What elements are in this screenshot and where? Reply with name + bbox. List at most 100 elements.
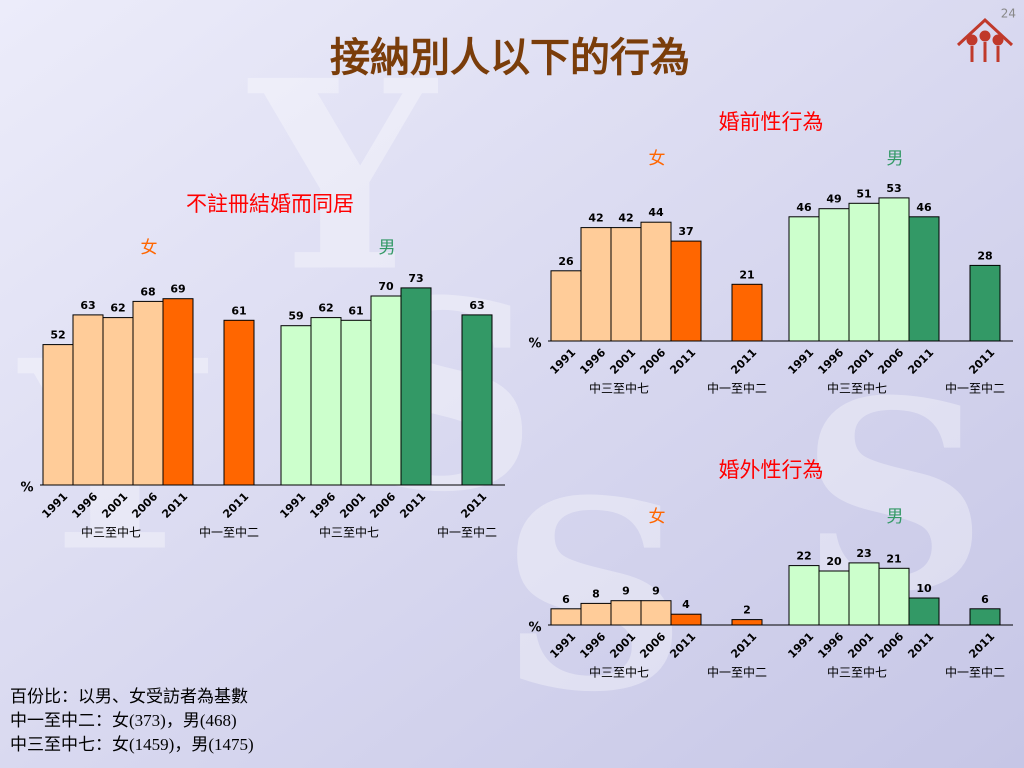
bar: [788, 216, 820, 342]
category-group: 中三至中七: [81, 525, 141, 540]
value-label: 22: [796, 550, 811, 563]
bar: [461, 314, 493, 486]
value-label: 61: [348, 304, 363, 317]
bar: [731, 619, 763, 626]
bar: [72, 314, 104, 486]
value-label: 2: [743, 604, 751, 617]
chart-title: 婚前性行為: [719, 110, 824, 134]
gender-label: 女: [649, 149, 666, 169]
value-label: 70: [378, 280, 394, 293]
chart-title: 婚外性行為: [719, 458, 824, 482]
bar: [908, 216, 940, 342]
bar: [818, 570, 850, 626]
y-axis-label: %: [528, 337, 541, 352]
value-label: 21: [739, 268, 754, 281]
footnote: 百份比：以男、女受訪者為基數: [10, 687, 248, 706]
bar: [400, 287, 432, 486]
value-label: 37: [678, 225, 693, 238]
value-label: 68: [140, 285, 155, 298]
bar: [580, 227, 612, 342]
bar: [731, 283, 763, 342]
svg-text:Y: Y: [246, 24, 441, 329]
gender-label: 男: [887, 149, 904, 169]
bar: [670, 613, 702, 626]
gender-label: 女: [649, 507, 666, 527]
category-group: 中三至中七: [589, 665, 649, 680]
value-label: 9: [622, 585, 630, 598]
bar: [223, 319, 255, 486]
value-label: 63: [80, 299, 95, 312]
value-label: 6: [981, 593, 989, 606]
value-label: 52: [50, 329, 65, 342]
value-label: 4: [682, 598, 690, 611]
bar: [280, 325, 312, 486]
value-label: 8: [592, 587, 600, 600]
bar: [580, 602, 612, 626]
bar: [340, 319, 372, 486]
value-label: 44: [648, 206, 664, 219]
value-label: 73: [408, 272, 423, 285]
value-label: 62: [110, 302, 125, 315]
bar: [102, 317, 134, 486]
category-group: 中一至中二: [707, 381, 767, 396]
value-label: 26: [558, 255, 574, 268]
value-label: 53: [886, 182, 901, 195]
bar: [610, 227, 642, 342]
value-label: 23: [856, 547, 871, 560]
value-label: 59: [288, 310, 303, 323]
page-number: 24: [1001, 7, 1016, 21]
value-label: 63: [469, 299, 484, 312]
value-label: 42: [588, 212, 603, 225]
value-label: 9: [652, 585, 660, 598]
value-label: 69: [170, 283, 185, 296]
bar: [132, 300, 164, 486]
footnote: 中三至中七：女(1459)，男(1475): [10, 735, 254, 754]
category-group: 中三至中七: [827, 381, 887, 396]
value-label: 51: [856, 187, 871, 200]
bar: [908, 597, 940, 626]
logo: [956, 17, 1014, 62]
category-group: 中一至中二: [199, 525, 259, 540]
bar: [610, 600, 642, 626]
svg-text:S: S: [500, 444, 688, 749]
value-label: 20: [826, 555, 842, 568]
value-label: 46: [916, 201, 932, 214]
category-group: 中一至中二: [707, 665, 767, 680]
bar: [640, 600, 672, 626]
bar: [550, 608, 582, 626]
bar: [788, 565, 820, 626]
bar: [878, 567, 910, 626]
bar: [969, 264, 1001, 342]
bar: [818, 208, 850, 342]
value-label: 49: [826, 193, 841, 206]
value-label: 10: [916, 582, 932, 595]
value-label: 6: [562, 593, 570, 606]
y-axis-label: %: [528, 621, 541, 636]
slide-title: 接納別人以下的行為: [330, 35, 690, 81]
gender-label: 男: [887, 507, 904, 527]
chart-title: 不註冊結婚而同居: [186, 192, 354, 216]
bar: [848, 202, 880, 342]
bar: [550, 270, 582, 342]
value-label: 61: [231, 304, 246, 317]
bar: [969, 608, 1001, 626]
gender-label: 男: [379, 238, 396, 258]
y-axis-label: %: [20, 481, 33, 496]
category-group: 中三至中七: [589, 381, 649, 396]
footnote: 中一至中二：女(373)，男(468): [10, 711, 237, 730]
category-group: 中三至中七: [827, 665, 887, 680]
value-label: 28: [977, 249, 992, 262]
value-label: 62: [318, 302, 333, 315]
value-label: 46: [796, 201, 812, 214]
bar: [42, 344, 74, 486]
category-group: 中三至中七: [319, 525, 379, 540]
category-group: 中一至中二: [437, 525, 497, 540]
value-label: 42: [618, 212, 633, 225]
bar: [310, 317, 342, 486]
category-group: 中一至中二: [945, 665, 1005, 680]
bar: [878, 197, 910, 342]
gender-label: 女: [141, 238, 158, 258]
bar: [848, 562, 880, 626]
bar: [370, 295, 402, 486]
